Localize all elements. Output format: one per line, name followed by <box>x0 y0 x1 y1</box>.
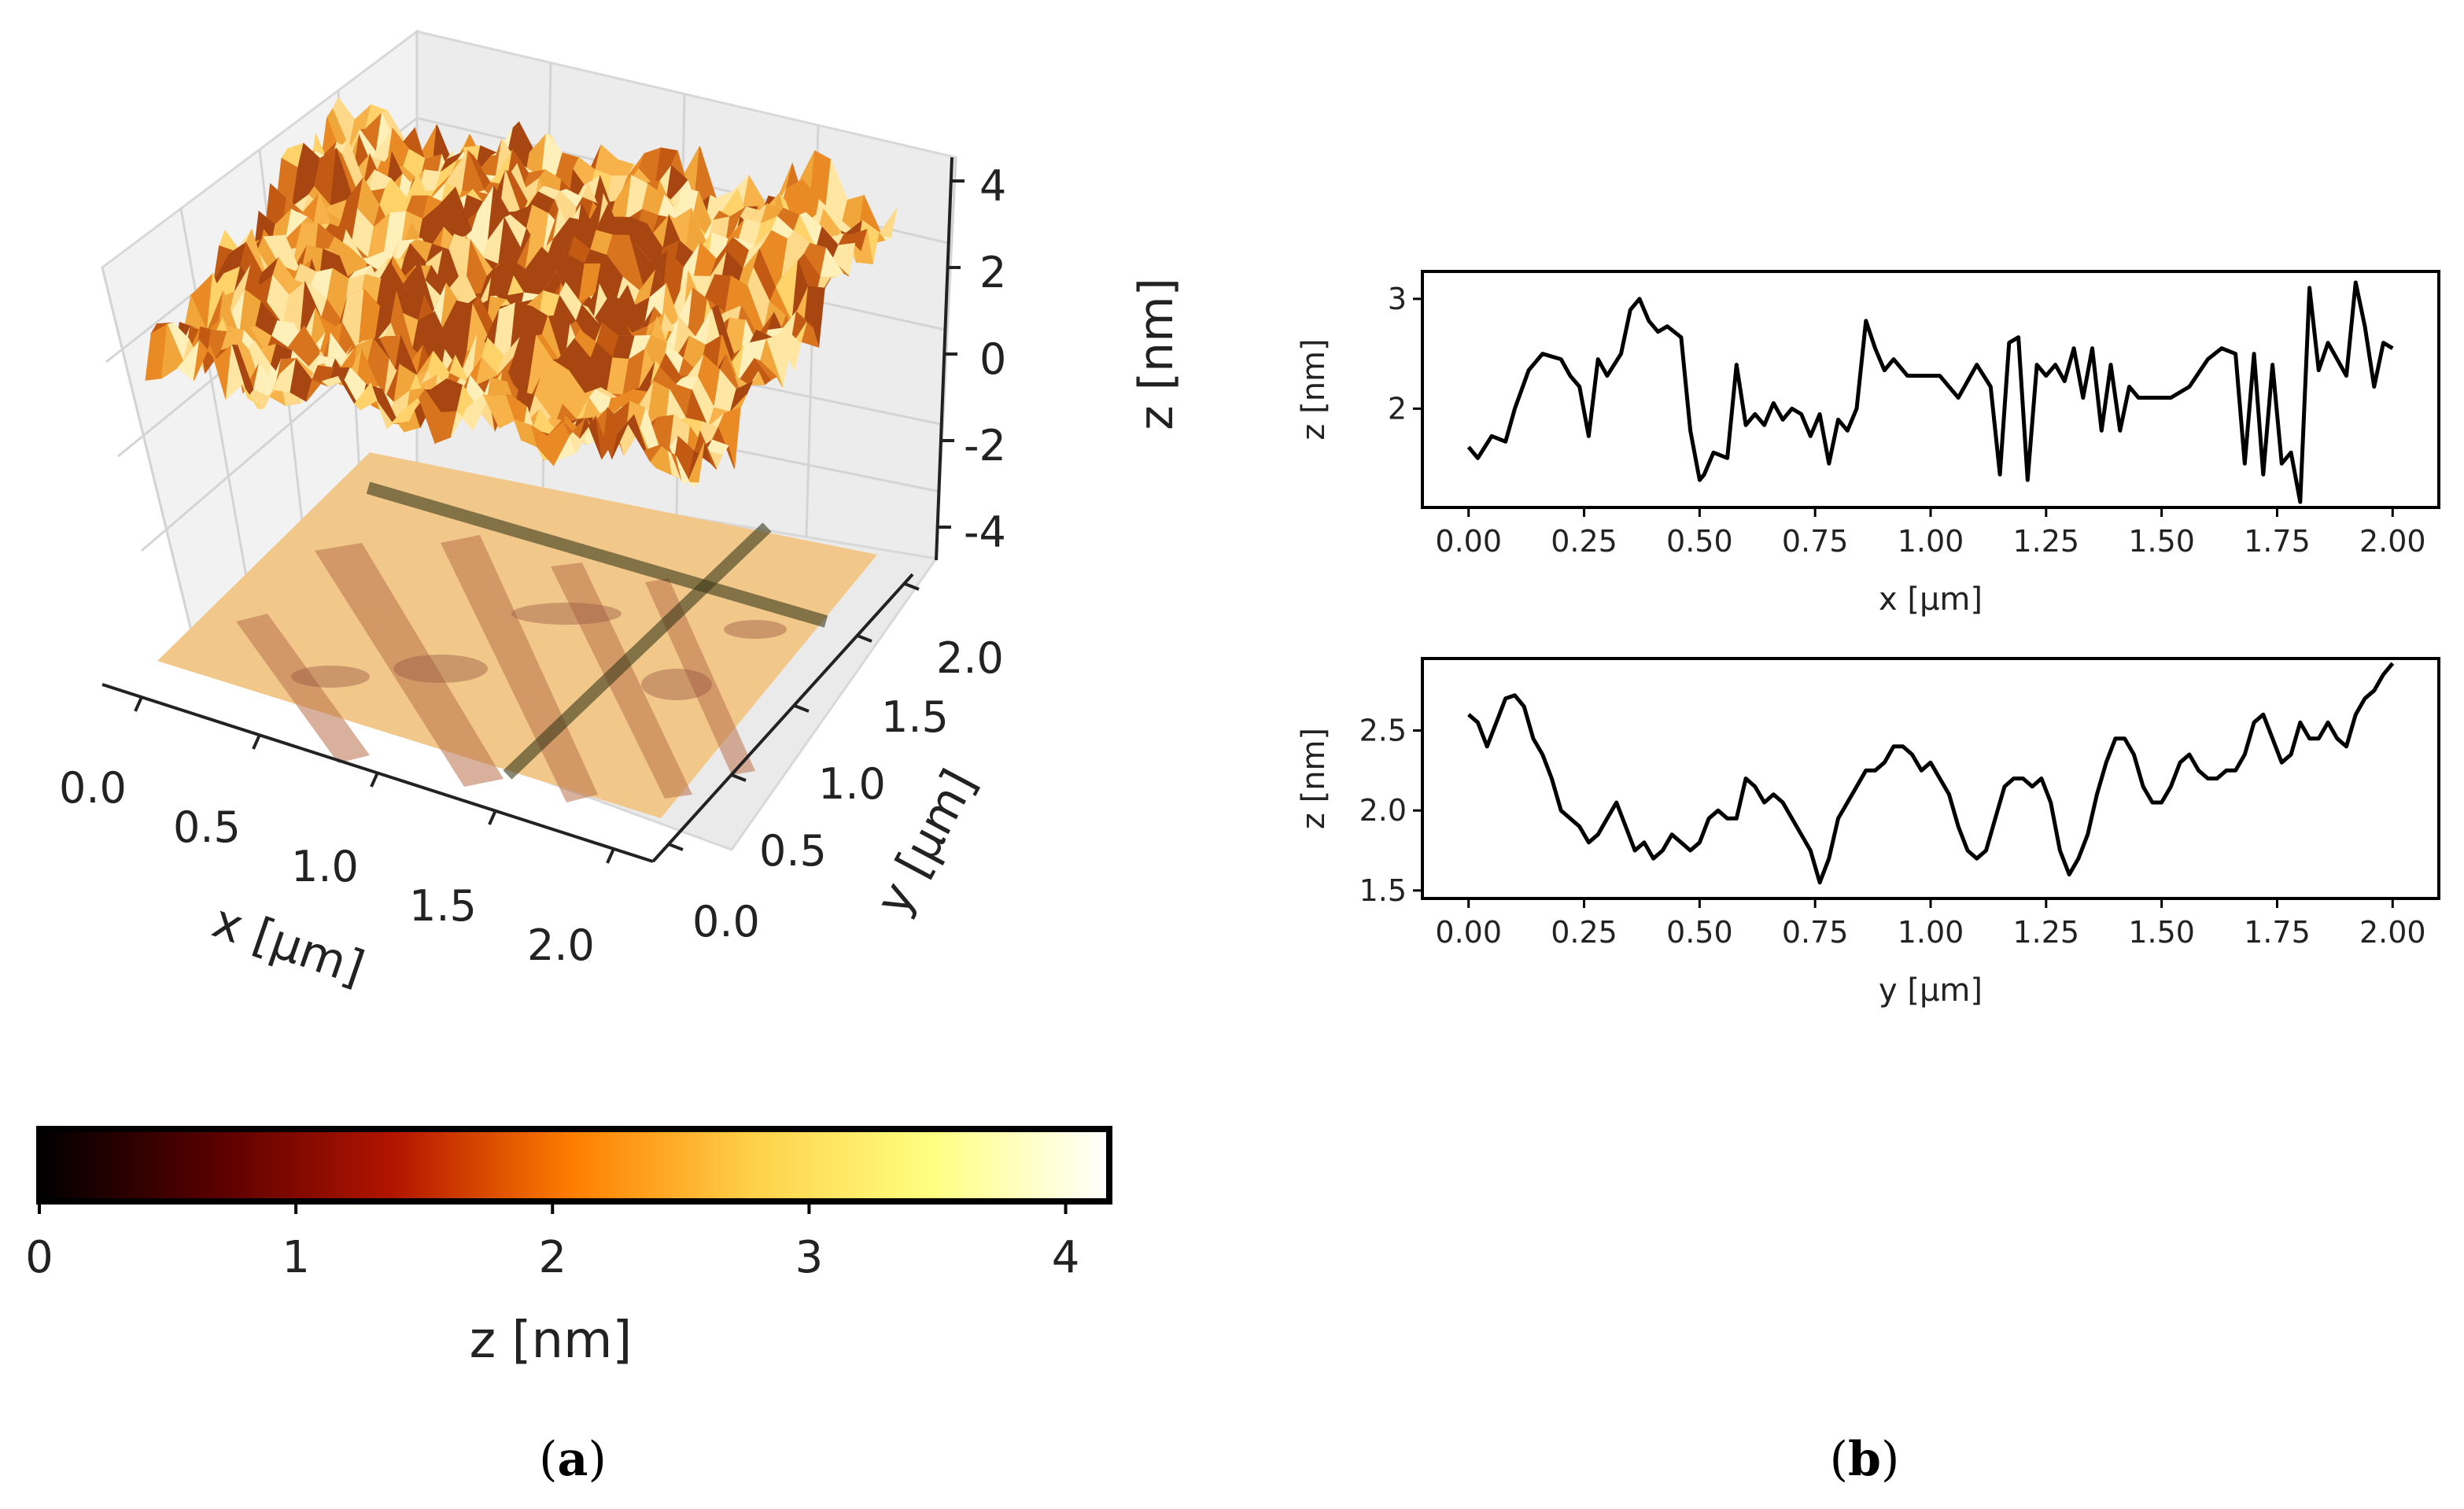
plot-frame <box>1421 657 2440 900</box>
x-axis-label: y [μm] <box>1879 972 1983 1009</box>
x-tick-label: 0.50 <box>1666 524 1733 559</box>
y-tick-label: 2 <box>1388 391 1407 426</box>
y-axis-label: z [nm] <box>1296 338 1332 440</box>
x-tick-label: 2.00 <box>2359 915 2426 950</box>
x-tick-label: 1.00 <box>1898 524 1964 559</box>
x-tick-label: 0.75 <box>1782 915 1849 950</box>
y-tick-label: 2.0 <box>936 633 1004 683</box>
x-tick-label: 0.00 <box>1435 524 1502 559</box>
x-tick-label: 0.25 <box>1551 524 1617 559</box>
x-tick-label: 2.00 <box>2359 524 2426 559</box>
x-tick-label: 1.25 <box>2013 915 2080 950</box>
colorbar-bar <box>36 1126 1112 1205</box>
floor-heatmap <box>157 452 877 818</box>
y-tick-label: 3 <box>1388 282 1407 316</box>
x-axis-label: x [μm] <box>205 894 371 997</box>
z-axis: 4 2 0 -2 -4 z [nm] <box>935 157 1184 561</box>
panel-label-b: (b) <box>1830 1432 1900 1487</box>
colorbar-tick-label: 3 <box>795 1232 824 1283</box>
colorbar-tick-label: 2 <box>538 1232 566 1283</box>
z-axis-label: z [nm] <box>1129 278 1184 430</box>
z-tick-label: -2 <box>964 421 1006 470</box>
y-tick-label: 1.0 <box>818 759 886 809</box>
panel-label-a: (a) <box>539 1432 607 1487</box>
y-profile-plot: 0.00 0.25 0.50 0.75 1.00 1.25 1.50 1.75 2.00 2.5 2… <box>1296 657 2440 1009</box>
y-tick-label: 2.5 <box>1359 714 1407 748</box>
x-tick-label: 0.50 <box>1666 915 1733 950</box>
x-tick-label: 1.50 <box>2128 524 2195 559</box>
y-tick-label: 0.5 <box>759 826 827 876</box>
colorbar: 0 1 2 3 4 z [nm] <box>25 1126 1112 1370</box>
x-tick-label: 1.5 <box>409 881 477 931</box>
colorbar-tick-label: 1 <box>282 1232 310 1283</box>
profile-line <box>1467 662 2395 885</box>
y-axis-label: z [nm] <box>1296 728 1332 829</box>
colorbar-tick-label: 4 <box>1052 1232 1080 1283</box>
x-tick-label: 1.50 <box>2128 915 2195 950</box>
x-axis-label: x [μm] <box>1879 581 1983 618</box>
y-tick-label: 1.5 <box>881 692 949 742</box>
surface-3d-plot: 4 2 0 -2 -4 z [nm] 0.0 0.5 1.0 1.5 2.0 x… <box>59 29 1184 997</box>
y-tick-label: 2.0 <box>1359 793 1407 828</box>
colorbar-tick-label: 0 <box>25 1232 53 1283</box>
z-tick-label: -4 <box>964 507 1006 557</box>
x-tick-label: 1.75 <box>2244 915 2311 950</box>
x-tick-label: 2.0 <box>527 921 595 970</box>
colorbar-ticks: 0 1 2 3 4 <box>25 1201 1079 1283</box>
x-tick-label: 0.25 <box>1551 915 1617 950</box>
section-line-y <box>503 522 772 780</box>
colorbar-label: z [nm] <box>470 1312 633 1370</box>
x-tick-label: 0.75 <box>1782 524 1849 559</box>
x-tick-label: 1.00 <box>1898 915 1964 950</box>
section-line-x <box>366 481 828 628</box>
z-tick-label: 0 <box>979 334 1006 384</box>
x-tick-label: 1.75 <box>2244 524 2311 559</box>
profile-line <box>1466 280 2394 504</box>
y-tick-label: 1.5 <box>1359 873 1407 908</box>
surface-mesh <box>145 97 898 489</box>
surface-facet <box>676 456 700 489</box>
x-tick-label: 0.00 <box>1435 915 1502 950</box>
y-tick-label: 0.0 <box>692 897 760 946</box>
x-tick-label: 0.5 <box>173 802 241 852</box>
x-tick-label: 1.25 <box>2013 524 2080 559</box>
z-tick-label: 4 <box>979 161 1006 211</box>
x-tick-label: 0.0 <box>59 763 127 813</box>
x-tick-label: 1.0 <box>291 842 359 891</box>
z-tick-label: 2 <box>979 248 1006 297</box>
x-profile-plot: 0.00 0.25 0.50 0.75 1.00 1.25 1.50 1.75 2.00 3 2 x … <box>1296 270 2440 618</box>
plot-frame <box>1421 270 2440 509</box>
